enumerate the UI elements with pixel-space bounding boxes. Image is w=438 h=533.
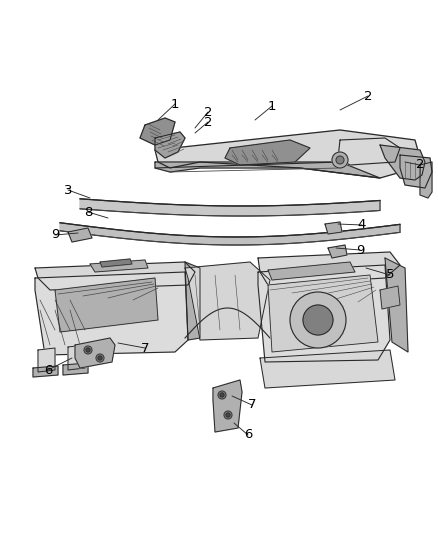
Circle shape [86,348,90,352]
Text: 2: 2 [204,106,212,118]
Text: 1: 1 [268,100,276,112]
Polygon shape [90,260,148,272]
Polygon shape [400,155,432,188]
Polygon shape [185,262,270,340]
Polygon shape [38,348,55,372]
Polygon shape [338,138,400,165]
Text: 7: 7 [141,342,149,354]
Text: 2: 2 [416,158,424,172]
Polygon shape [258,252,400,285]
Circle shape [218,391,226,399]
Polygon shape [100,259,132,267]
Text: 1: 1 [171,98,179,110]
Polygon shape [155,132,185,158]
Polygon shape [35,262,195,290]
Circle shape [98,356,102,360]
Circle shape [84,346,92,354]
Text: 7: 7 [248,399,256,411]
Polygon shape [155,130,420,178]
Text: 3: 3 [64,183,72,197]
Polygon shape [35,272,188,355]
Polygon shape [75,338,115,368]
Text: 6: 6 [44,364,52,376]
Polygon shape [385,258,408,352]
Circle shape [96,354,104,362]
Polygon shape [380,145,425,180]
Polygon shape [33,366,58,377]
Polygon shape [68,228,92,242]
Text: 2: 2 [364,90,372,102]
Polygon shape [185,262,200,340]
Text: 9: 9 [51,229,59,241]
Polygon shape [258,265,390,362]
Polygon shape [268,262,355,280]
Text: 4: 4 [358,219,366,231]
Polygon shape [80,199,380,216]
Polygon shape [63,363,88,375]
Text: 9: 9 [356,244,364,256]
Polygon shape [325,222,342,234]
Circle shape [220,393,224,397]
Circle shape [290,292,346,348]
Polygon shape [420,162,432,198]
Circle shape [226,413,230,417]
Text: 6: 6 [244,429,252,441]
Text: 5: 5 [386,269,394,281]
Polygon shape [328,245,347,258]
Polygon shape [155,162,380,178]
Circle shape [332,152,348,168]
Text: 8: 8 [84,206,92,219]
Polygon shape [225,140,310,165]
Polygon shape [268,275,378,352]
Polygon shape [380,286,400,309]
Polygon shape [68,345,85,370]
Polygon shape [55,278,158,332]
Polygon shape [260,350,395,388]
Circle shape [336,156,344,164]
Circle shape [224,411,232,419]
Polygon shape [213,380,242,432]
Polygon shape [60,223,400,245]
Circle shape [303,305,333,335]
Polygon shape [140,118,175,145]
Text: 2: 2 [204,116,212,128]
